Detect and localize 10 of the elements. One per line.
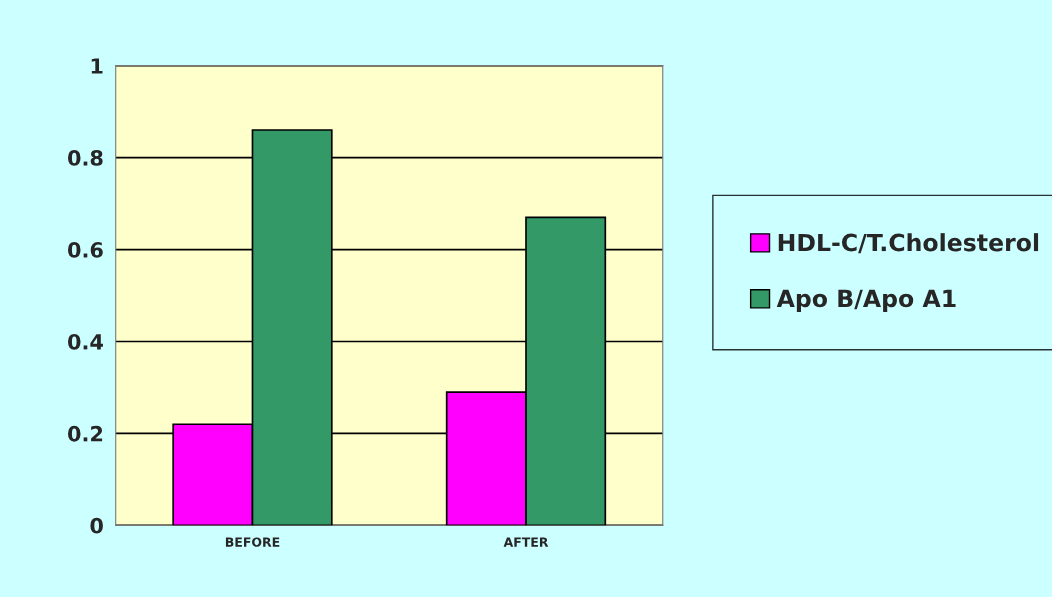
legend-label: HDL-C/T.Cholesterol xyxy=(778,233,1039,254)
y-tick-label: 0 xyxy=(90,517,103,534)
y-tick-label: 0.8 xyxy=(68,150,103,166)
y-tick-label: 0.4 xyxy=(68,333,103,350)
legend-label: Apo B/Apo A1 xyxy=(776,289,956,312)
y-tick-label: 0.2 xyxy=(68,425,103,442)
x-tick-label: AFTER xyxy=(503,537,549,547)
x-tick-label: BEFORE xyxy=(225,537,280,547)
y-tick-label: 0.6 xyxy=(68,242,103,258)
y-tick-label: 1 xyxy=(91,58,103,74)
